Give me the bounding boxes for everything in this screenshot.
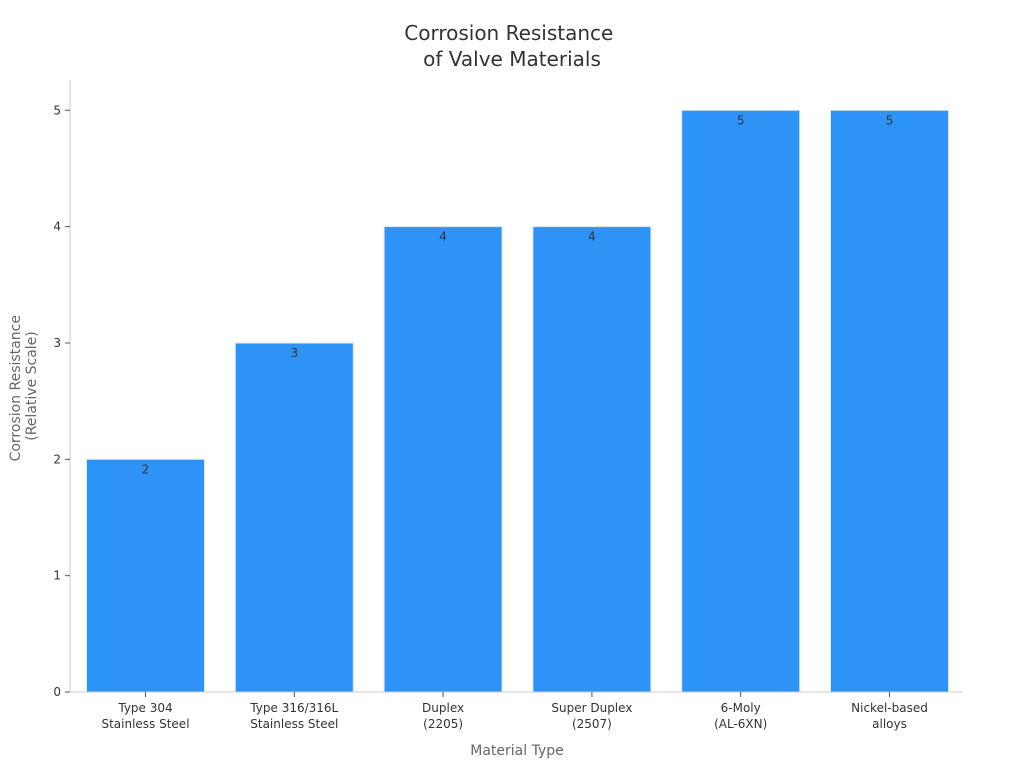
x-tick-label-5-line-2: alloys (872, 717, 907, 731)
x-tick-label-0-line-2: Stainless Steel (101, 717, 189, 731)
bar-value-label-0: 2 (142, 462, 150, 476)
x-tick-label-2-line-1: Duplex (422, 701, 464, 715)
x-tick-label-1-line-2: Stainless Steel (250, 717, 338, 731)
bar-4 (681, 109, 801, 693)
x-tick-label-5-line-1: Nickel-based (851, 701, 928, 715)
x-axis-title: Material Type (470, 743, 563, 759)
bar-3 (532, 226, 652, 693)
bar-value-label-1: 3 (290, 346, 298, 360)
x-tick-label-0-line-1: Type 304 (117, 701, 172, 715)
y-axis-title: Corrosion Resistance (Relative Scale) (8, 311, 40, 462)
bars-layer (86, 109, 949, 693)
x-tick-label-2: Duplex (2205) (422, 701, 464, 731)
x-tick-label-3-line-1: Super Duplex (551, 701, 632, 715)
bar-1 (234, 342, 354, 693)
x-tick-label-3: Super Duplex (2507) (551, 701, 632, 731)
bar-2 (383, 226, 503, 693)
x-tick-label-4-line-2: (AL-6XN) (714, 717, 767, 731)
y-axis-title-line-1: Corrosion Resistance (8, 315, 24, 461)
x-tick-label-5: Nickel-based alloys (851, 701, 928, 731)
y-tick-label-5: 5 (53, 103, 61, 117)
x-tick-label-1: Type 316/316L Stainless Steel (249, 701, 338, 731)
bar-value-label-4: 5 (737, 113, 745, 127)
chart-title-line-2: of Valve Materials (423, 47, 601, 71)
y-axis-title-line-2: (Relative Scale) (24, 331, 40, 441)
x-tick-label-1-line-1: Type 316/316L (249, 701, 338, 715)
y-tick-label-4: 4 (53, 220, 61, 234)
y-tick-label-2: 2 (53, 452, 61, 466)
chart-title: Corrosion Resistance of Valve Materials (404, 21, 619, 71)
bar-value-label-2: 4 (439, 230, 447, 244)
x-tick-label-4-line-1: 6-Moly (721, 701, 761, 715)
bar-value-label-3: 4 (588, 230, 596, 244)
y-axis-ticks: 0 1 2 3 4 5 (53, 103, 70, 699)
x-tick-label-0: Type 304 Stainless Steel (101, 701, 189, 731)
x-tick-label-3-line-2: (2507) (572, 717, 612, 731)
x-tick-label-2-line-2: (2205) (423, 717, 463, 731)
x-tick-label-4: 6-Moly (AL-6XN) (714, 701, 767, 731)
y-tick-label-0: 0 (53, 685, 61, 699)
chart-title-line-1: Corrosion Resistance (404, 21, 613, 45)
bar-5 (830, 109, 949, 693)
bar-0 (86, 458, 205, 693)
bar-value-label-5: 5 (886, 113, 894, 127)
x-axis-ticks: Type 304 Stainless Steel Type 316/316L Stai… (101, 692, 928, 731)
data-labels-layer: 2 3 4 4 5 5 (142, 113, 894, 476)
y-tick-label-1: 1 (53, 569, 61, 583)
y-tick-label-3: 3 (53, 336, 61, 350)
